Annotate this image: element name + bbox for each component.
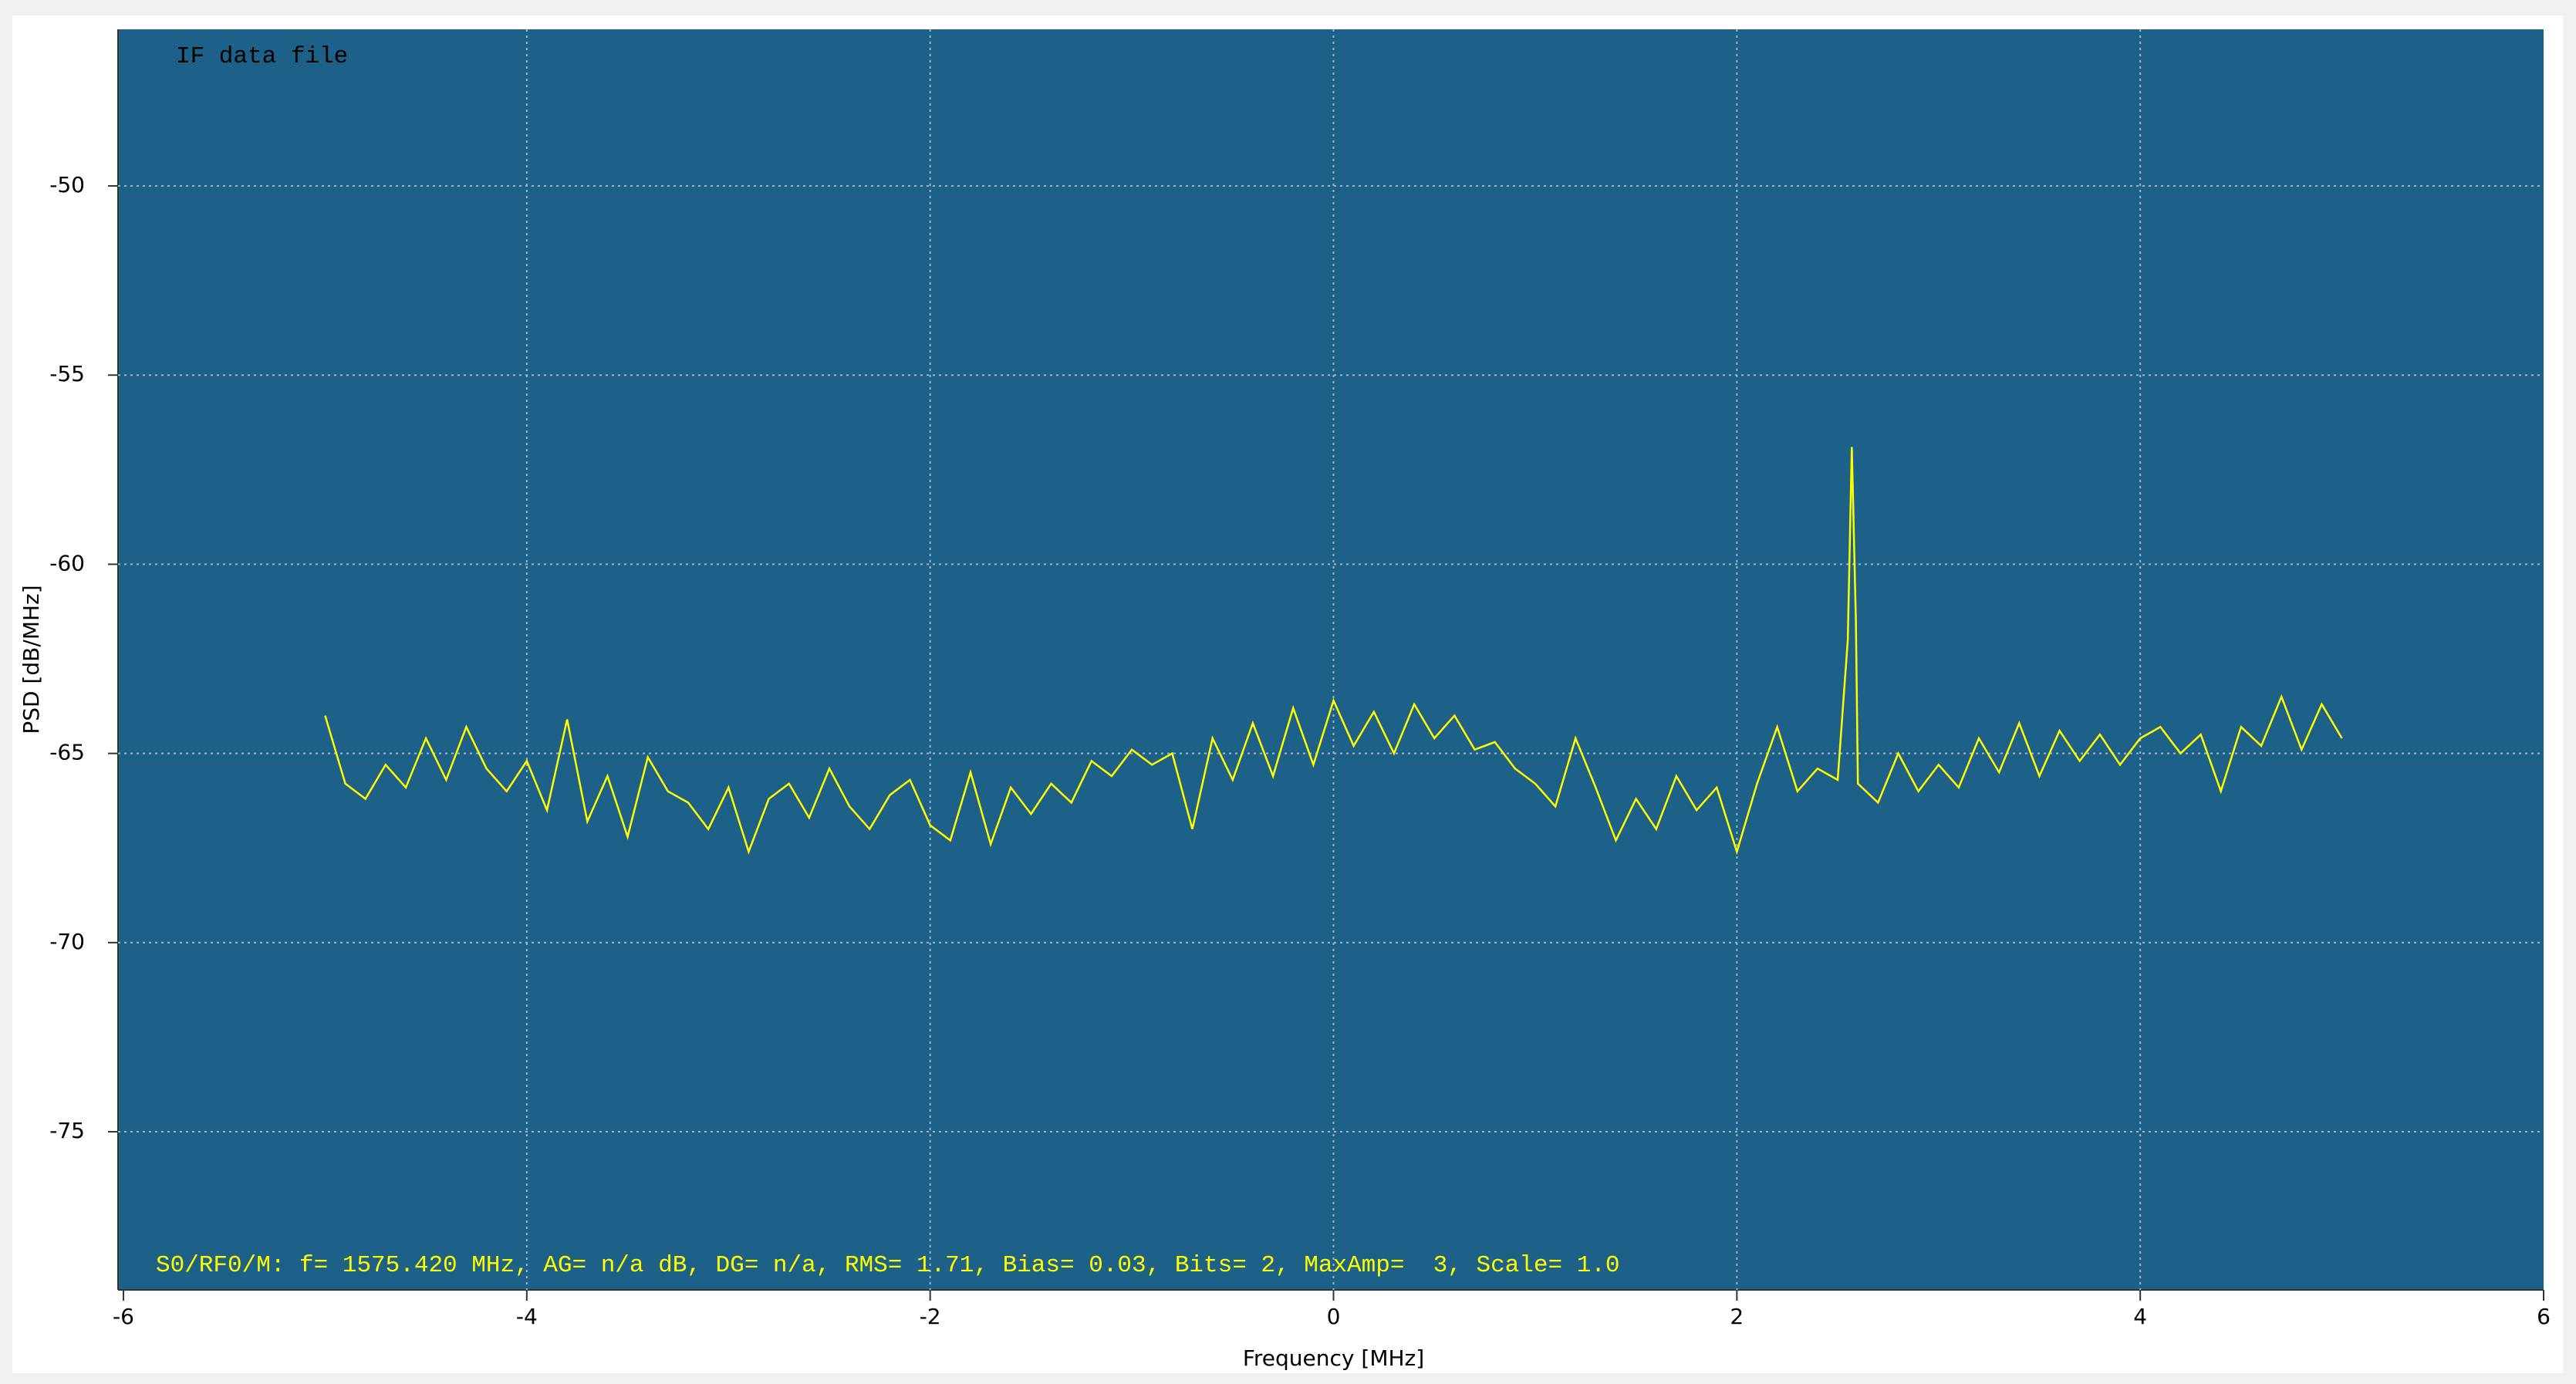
x-tick-label: -6: [113, 1304, 134, 1329]
y-tick-label: -55: [49, 361, 85, 387]
y-tick-label: -75: [49, 1118, 85, 1143]
y-tick-label: -70: [49, 929, 85, 954]
x-tick-label: -4: [516, 1304, 538, 1329]
psd-line: [324, 447, 2343, 856]
status-text: S0/RF0/M: f= 1575.420 MHz, AG= n/a dB, D…: [156, 1252, 1620, 1279]
y-axis-label: PSD [dB/MHz]: [19, 585, 44, 734]
x-tick-label: 0: [1327, 1304, 1341, 1329]
plot-area: [118, 29, 2544, 1290]
annotation: IF data file: [176, 43, 348, 70]
x-tick-label: 6: [2537, 1304, 2551, 1329]
x-tick-label: 4: [2133, 1304, 2147, 1329]
x-tick-label: -2: [920, 1304, 941, 1329]
y-tick-label: -60: [49, 550, 85, 576]
y-tick-label: -50: [49, 172, 85, 197]
y-tick-label: -65: [49, 740, 85, 765]
x-tick-label: 2: [1730, 1304, 1744, 1329]
x-axis-label: Frequency [MHz]: [1243, 1345, 1424, 1371]
